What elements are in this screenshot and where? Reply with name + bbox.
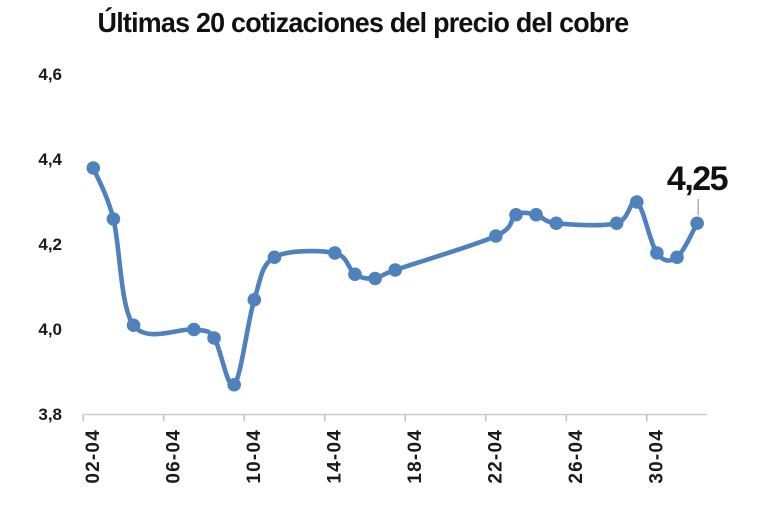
data-point-marker — [348, 267, 362, 282]
data-point-marker — [549, 216, 564, 231]
data-point-marker — [509, 207, 523, 222]
last-value-data-label: 4,25 — [666, 160, 729, 198]
data-point-marker — [187, 322, 201, 337]
data-point-marker — [690, 216, 704, 231]
data-point-marker — [609, 216, 624, 231]
data-point-marker — [629, 195, 644, 209]
data-point-marker — [670, 250, 684, 265]
data-point-marker — [267, 250, 282, 265]
x-axis-tick-label: 02-04 — [83, 429, 104, 484]
y-axis-tick-label: 4,2 — [38, 235, 62, 254]
y-axis-tick-label: 4,6 — [38, 65, 62, 84]
data-point-marker — [328, 246, 342, 260]
y-axis-tick-label: 3,8 — [38, 405, 62, 424]
y-axis-tick-label: 4,4 — [38, 150, 62, 169]
x-axis-tick-label: 30-04 — [646, 429, 667, 484]
y-axis-tick-label: 4,0 — [38, 320, 62, 339]
chart-title: Últimas 20 cotizaciones del precio del c… — [97, 7, 630, 38]
x-axis-tick-label: 18-04 — [405, 429, 426, 484]
data-point-marker — [207, 331, 221, 345]
data-point-marker — [106, 212, 121, 226]
x-axis-tick-label: 06-04 — [163, 429, 184, 484]
data-point-marker — [388, 263, 403, 277]
data-point-marker — [86, 161, 101, 175]
x-axis-tick-label: 22-04 — [485, 429, 506, 484]
data-point-marker — [368, 271, 382, 286]
x-axis-tick-label: 26-04 — [566, 429, 587, 484]
data-point-marker — [126, 318, 141, 333]
x-axis-tick-label: 14-04 — [324, 429, 345, 484]
data-point-marker — [650, 246, 664, 260]
data-point-marker — [529, 207, 543, 222]
data-point-marker — [227, 377, 241, 392]
x-axis-tick-label: 10-04 — [244, 429, 265, 484]
data-point-marker — [489, 229, 503, 243]
data-point-marker — [247, 292, 262, 307]
